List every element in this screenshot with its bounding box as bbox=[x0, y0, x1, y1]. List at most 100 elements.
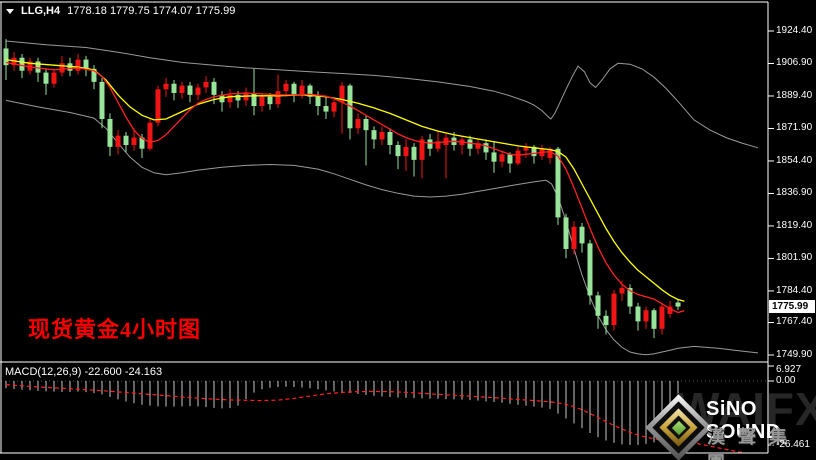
candle-body bbox=[651, 310, 657, 329]
candle-body bbox=[315, 96, 321, 107]
candle-body bbox=[171, 83, 177, 94]
candle-body bbox=[27, 61, 33, 71]
price-axis-label: 1784.40 bbox=[776, 284, 813, 296]
candle-body bbox=[323, 106, 329, 112]
candle-body bbox=[435, 141, 441, 149]
candle-body bbox=[251, 93, 257, 107]
price-axis-label: 1871.90 bbox=[776, 122, 813, 134]
candle-body bbox=[387, 132, 393, 145]
candle-body bbox=[275, 91, 281, 105]
price-axis-label: 1906.90 bbox=[776, 57, 813, 69]
candle-body bbox=[203, 81, 209, 88]
main-panel bbox=[3, 39, 759, 356]
candle-body bbox=[403, 146, 409, 157]
symbol-ohlc-values: 1778.18 1779.75 1774.07 1775.99 bbox=[67, 5, 236, 17]
candle-body bbox=[51, 72, 57, 84]
candle-body bbox=[555, 148, 561, 218]
candle-body bbox=[283, 83, 289, 92]
price-axis-label: 1819.40 bbox=[776, 219, 813, 231]
candle-body bbox=[371, 130, 377, 140]
candle-body bbox=[379, 132, 385, 140]
candle-body bbox=[515, 150, 521, 164]
candle-body bbox=[499, 154, 505, 162]
candle-body bbox=[603, 315, 609, 326]
candle-body bbox=[211, 81, 217, 95]
candle-body bbox=[531, 146, 537, 157]
price-axis-label: 1749.90 bbox=[776, 348, 813, 360]
candle-body bbox=[291, 83, 297, 95]
chart-caption: 现货黄金4小时图 bbox=[28, 317, 202, 342]
price-axis-label: 1836.90 bbox=[776, 187, 813, 199]
candle-body bbox=[363, 119, 369, 131]
bollinger-lower-band bbox=[5, 99, 759, 356]
candle-body bbox=[147, 122, 153, 149]
price-axis-label: 1801.90 bbox=[776, 252, 813, 264]
candle-body bbox=[155, 89, 161, 123]
candle-body bbox=[635, 306, 641, 322]
candle-body bbox=[643, 310, 649, 322]
candle-body bbox=[227, 94, 233, 103]
candle-body bbox=[99, 81, 105, 120]
candle-body bbox=[259, 96, 265, 107]
panel-frame bbox=[0, 1, 774, 454]
candle-body bbox=[139, 137, 145, 149]
candle-body bbox=[611, 293, 617, 326]
candle-body bbox=[475, 143, 481, 149]
candle-body bbox=[75, 59, 81, 71]
candle-body bbox=[299, 85, 305, 95]
macd-axis-label: 6.927 bbox=[776, 364, 802, 375]
macd-indicator-label: MACD(12,26,9) -22.600 -24.163 bbox=[5, 366, 163, 378]
candle-body bbox=[187, 85, 193, 95]
candle-body bbox=[123, 135, 129, 145]
candle-body bbox=[595, 295, 601, 316]
candle-body bbox=[339, 85, 345, 103]
candle-body bbox=[163, 83, 169, 90]
macd-panel bbox=[1, 380, 768, 453]
candle-body bbox=[347, 85, 353, 129]
candle-body bbox=[483, 143, 489, 153]
candle-body bbox=[131, 137, 137, 145]
candle-body bbox=[411, 146, 417, 160]
ma-fast-red-line bbox=[5, 61, 685, 314]
candle-body bbox=[563, 217, 569, 249]
candle-body bbox=[235, 94, 241, 101]
candle-body bbox=[195, 87, 201, 95]
candle-body bbox=[355, 119, 361, 129]
candle-body bbox=[427, 139, 433, 149]
brand-text-chinese: 漢聲集團 bbox=[707, 427, 800, 460]
candle-body bbox=[179, 85, 185, 94]
candle-body bbox=[35, 61, 41, 73]
bollinger-upper-band bbox=[5, 40, 759, 149]
chevron-down-icon[interactable] bbox=[6, 8, 14, 14]
candle-body bbox=[675, 302, 681, 307]
candle-body bbox=[115, 135, 121, 147]
brand-text: SiNO SOUND bbox=[706, 398, 781, 443]
candle-body bbox=[491, 152, 497, 162]
candle-body bbox=[587, 243, 593, 296]
candle-body bbox=[3, 48, 9, 66]
candle-body bbox=[19, 57, 25, 71]
candle-body bbox=[507, 154, 513, 164]
sino-sound-diamond-logo-icon bbox=[644, 393, 714, 460]
candle-body bbox=[91, 68, 97, 82]
candle-body bbox=[571, 226, 577, 249]
price-axis-label: 1767.40 bbox=[776, 316, 813, 328]
symbol-label: LLG,H4 1778.18 1779.75 1774.07 1775.99 bbox=[6, 5, 235, 17]
candle-body bbox=[659, 306, 665, 329]
candle-body bbox=[307, 85, 313, 97]
candle-body bbox=[43, 72, 49, 84]
macd-axis-label: 0.00 bbox=[776, 375, 796, 386]
candle-body bbox=[83, 59, 89, 69]
ma-slow-yellow-line bbox=[5, 58, 685, 302]
candle-body bbox=[619, 287, 625, 294]
candle-body bbox=[395, 144, 401, 157]
candle-body bbox=[579, 226, 585, 244]
candle-body bbox=[547, 148, 553, 158]
candle-body bbox=[667, 306, 673, 314]
candle-body bbox=[467, 139, 473, 149]
price-axis-label: 1889.40 bbox=[776, 89, 813, 101]
candle-body bbox=[627, 287, 633, 307]
price-axis-label: 1924.40 bbox=[776, 24, 813, 36]
